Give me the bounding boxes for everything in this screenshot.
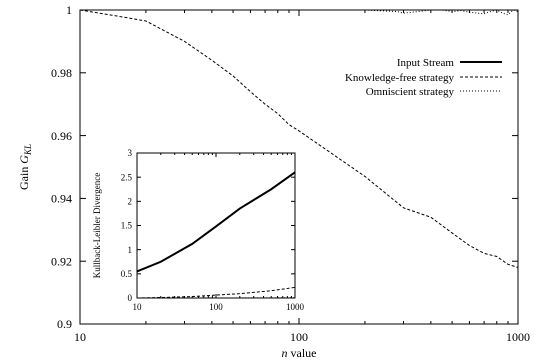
- plot-frame: [136, 152, 296, 299]
- x-axis-label: n value: [282, 346, 317, 360]
- x-tick-label: 10: [74, 330, 86, 344]
- inset-plot: 0 0.5 1 1.5 2 2.5 3 10 100 1000 Kullback-Leibler D…: [92, 148, 305, 312]
- y-axis-label: Gain GKL: [17, 144, 33, 190]
- y-tick-label: 0: [128, 293, 133, 303]
- y-tick-label: 0.94: [51, 192, 72, 206]
- x-tick-label: 100: [290, 330, 308, 344]
- series-line-dashed: [79, 9, 519, 268]
- y-tick-label: 1: [66, 3, 72, 17]
- x-tick-label: 100: [209, 302, 223, 312]
- y-tick-label: 2.5: [121, 172, 133, 182]
- inset-y-axis-label: Kullback-Leibler Divergence: [92, 173, 102, 279]
- y-tick-label: 0.98: [51, 66, 72, 80]
- plot-frame: [79, 9, 519, 325]
- y-tick-label: 3: [128, 148, 133, 158]
- legend-label: Knowledge-free strategy: [345, 72, 455, 84]
- y-tick-label: 0.96: [51, 129, 72, 143]
- series-line-dotted: [80, 9, 519, 16]
- x-tick-label: 1000: [286, 302, 305, 312]
- y-tick-label: 2: [128, 196, 133, 206]
- y-tick-label: 1: [128, 245, 133, 255]
- y-axis-label-text: Gain GKL: [17, 144, 33, 190]
- y-tick-label: 0.9: [57, 317, 72, 331]
- legend-label: Input Stream: [397, 57, 455, 69]
- y-tick-label: 0.92: [51, 254, 72, 268]
- x-tick-label: 10: [133, 302, 143, 312]
- y-tick-label: 0.5: [121, 269, 133, 279]
- y-tick-label: 1.5: [121, 221, 133, 231]
- series-line-solid: [136, 171, 296, 273]
- legend-label: Omniscient strategy: [366, 86, 455, 98]
- legend: Input Stream Knowledge-free strategy Omnis…: [345, 57, 502, 98]
- x-tick-label: 1000: [506, 330, 530, 344]
